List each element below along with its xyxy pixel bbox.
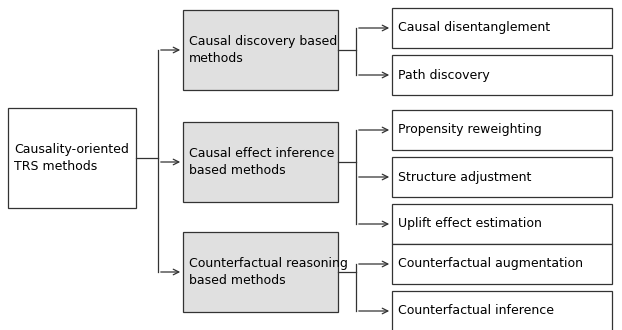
Text: Path discovery: Path discovery [398,69,490,82]
Bar [392,55,612,95]
Bar [392,204,612,244]
Text: Causality-oriented
TRS methods: Causality-oriented TRS methods [14,143,129,173]
Text: Causal disentanglement: Causal disentanglement [398,21,550,35]
Bar [183,122,338,202]
Text: Counterfactual inference: Counterfactual inference [398,305,554,317]
Bar [392,244,612,284]
Bar [392,110,612,150]
Bar [392,157,612,197]
Bar [392,291,612,330]
Bar [392,8,612,48]
Text: Counterfactual augmentation: Counterfactual augmentation [398,257,583,271]
Text: Counterfactual reasoning
based methods: Counterfactual reasoning based methods [189,257,348,287]
Text: Causal effect inference
based methods: Causal effect inference based methods [189,147,335,177]
Text: Structure adjustment: Structure adjustment [398,171,531,183]
Text: Uplift effect estimation: Uplift effect estimation [398,217,542,230]
Bar [8,108,136,208]
Text: Causal discovery based
methods: Causal discovery based methods [189,35,337,65]
Bar [183,10,338,90]
Bar [183,232,338,312]
Text: Propensity reweighting: Propensity reweighting [398,123,542,137]
